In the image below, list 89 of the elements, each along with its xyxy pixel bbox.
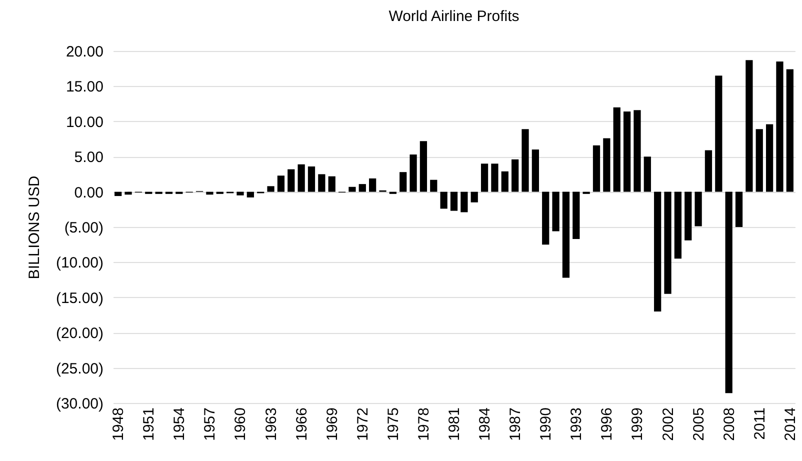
- bar: [725, 192, 732, 394]
- y-tick-label: (10.00): [56, 254, 104, 272]
- bar: [704, 150, 712, 192]
- bar: [634, 110, 641, 192]
- x-tick-label: 1999: [629, 408, 646, 441]
- bar: [735, 192, 743, 227]
- bar: [552, 192, 560, 232]
- bar: [715, 76, 722, 192]
- bar: [114, 192, 122, 196]
- chart-title: World Airline Profits: [388, 8, 520, 25]
- y-tick-label: (30.00): [56, 396, 104, 412]
- bar: [440, 192, 448, 209]
- x-tick-label: 2008: [720, 408, 738, 441]
- bar: [348, 186, 356, 192]
- x-tick-label: 1990: [538, 408, 555, 441]
- bar: [328, 176, 336, 192]
- bar: [308, 166, 316, 192]
- x-tick-label: 1972: [354, 408, 372, 441]
- x-tick-label: 1954: [171, 408, 188, 441]
- bar: [450, 192, 458, 211]
- x-tick-label: 1984: [476, 408, 494, 441]
- bar: [623, 112, 631, 192]
- y-tick-label: (5.00): [64, 220, 104, 236]
- x-tick-label: 2011: [751, 408, 768, 440]
- bar: [542, 192, 550, 245]
- bar: [298, 164, 305, 192]
- y-tick-label: (20.00): [56, 325, 104, 342]
- x-tick-label: 1996: [598, 408, 616, 441]
- bar: [491, 164, 498, 192]
- y-tick-label: 15.00: [66, 78, 104, 96]
- bar: [358, 184, 366, 192]
- bar: [522, 129, 529, 192]
- bar: [603, 138, 610, 192]
- bar: [267, 186, 274, 192]
- y-tick-label: (15.00): [56, 290, 104, 307]
- x-tick-label: 1975: [384, 408, 402, 441]
- bar: [786, 69, 794, 192]
- bar: [430, 180, 438, 192]
- bar: [369, 178, 376, 192]
- bar: [512, 159, 519, 192]
- bar: [654, 192, 662, 312]
- x-tick-label: 1963: [262, 408, 280, 441]
- bar: [277, 176, 285, 192]
- x-tick-label: 1969: [324, 408, 341, 441]
- bar: [288, 169, 295, 192]
- bar: [246, 192, 254, 198]
- x-tick-label: 1987: [507, 408, 524, 441]
- x-tick-label: 1966: [293, 408, 310, 441]
- bar: [420, 141, 428, 192]
- x-tick-label: 2014: [782, 408, 799, 441]
- bar: [613, 107, 620, 192]
- x-tick-label: 1960: [232, 408, 250, 441]
- bar: [664, 192, 672, 294]
- y-tick-label: 0.00: [74, 184, 104, 202]
- bar: [501, 171, 508, 192]
- y-tick-label: 10.00: [66, 114, 104, 131]
- y-axis-title: BILLIONS USD: [26, 176, 43, 280]
- y-tick-label: 20.00: [66, 44, 104, 60]
- y-tick-label: 5.00: [74, 149, 104, 166]
- bar: [562, 192, 570, 278]
- x-tick-label: 2002: [660, 408, 677, 441]
- bar: [206, 192, 214, 195]
- bar: [592, 145, 600, 192]
- bar: [318, 174, 326, 192]
- bar: [756, 129, 763, 192]
- bar: [480, 164, 488, 192]
- bar: [572, 192, 580, 239]
- bar: [674, 192, 682, 259]
- bar: [766, 124, 774, 192]
- bar: [776, 62, 784, 192]
- bar: [746, 60, 753, 192]
- bar: [694, 192, 702, 226]
- x-tick-label: 1957: [202, 408, 219, 441]
- bar: [684, 192, 692, 240]
- bar: [532, 150, 539, 192]
- bar: [460, 192, 468, 212]
- y-tick-label: (25.00): [56, 360, 104, 378]
- x-tick-label: 1951: [140, 408, 158, 441]
- x-tick-label: 1978: [415, 408, 432, 441]
- bar: [124, 192, 132, 195]
- x-tick-label: 1948: [110, 408, 128, 441]
- bar: [236, 192, 244, 196]
- x-tick-label: 2005: [690, 408, 708, 441]
- bar: [410, 154, 417, 192]
- bar: [470, 192, 478, 202]
- x-tick-label: 1993: [568, 408, 586, 441]
- x-tick-label: 1981: [446, 408, 463, 441]
- bar: [400, 172, 407, 192]
- bar: [644, 156, 651, 192]
